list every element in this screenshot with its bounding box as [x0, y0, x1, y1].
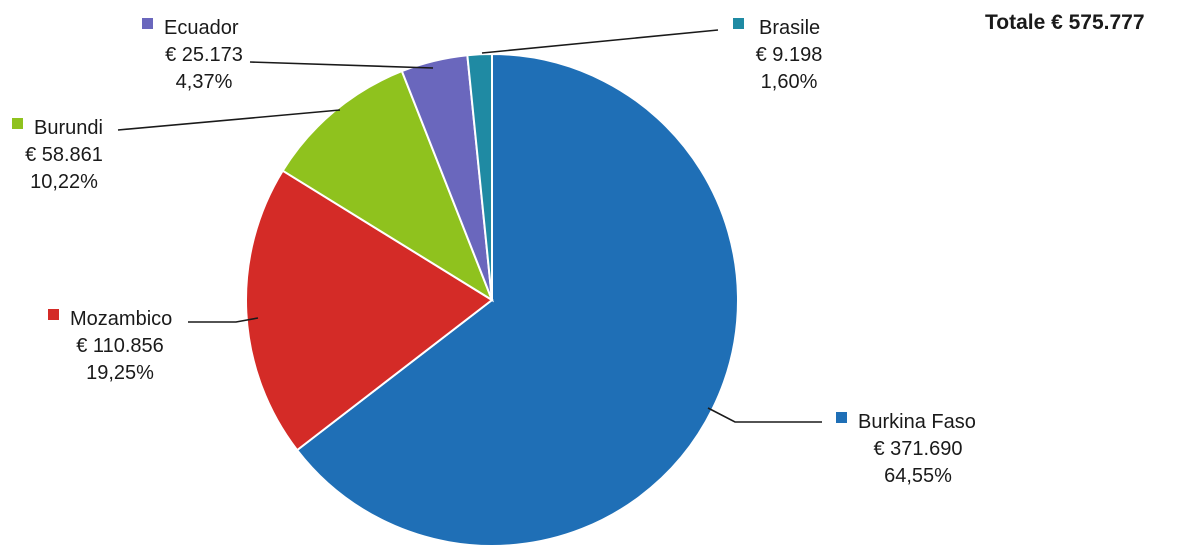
- slice-label-percent: 4,37%: [176, 71, 233, 93]
- leader-line: [481, 29, 719, 54]
- slice-label-percent: 64,55%: [884, 465, 952, 487]
- slice-label-name: Burundi: [34, 117, 103, 139]
- leader-line: [188, 317, 259, 323]
- leader-line: [117, 109, 341, 131]
- slice-label-value: € 25.173: [165, 44, 243, 66]
- slice-label-name: Mozambico: [70, 308, 172, 330]
- leader-line: [707, 407, 822, 423]
- slice-label-percent: 19,25%: [86, 362, 154, 384]
- legend-swatch: [836, 412, 847, 423]
- legend-swatch: [733, 18, 744, 29]
- slice-label-value: € 371.690: [874, 438, 963, 460]
- legend-swatch: [48, 309, 59, 320]
- pie-slice-burkina-faso: [295, 52, 739, 546]
- slice-label-value: € 9.198: [756, 44, 823, 66]
- slice-label-value: € 58.861: [25, 144, 103, 166]
- slice-label-name: Burkina Faso: [858, 411, 976, 433]
- legend-swatch: [142, 18, 153, 29]
- leader-lines: [117, 29, 822, 423]
- pie-slice-mozambico: [245, 169, 494, 452]
- pie-slice-brasile: [466, 52, 493, 301]
- slice-labels: Burkina Faso € 371.690 64,55% Mozambico € 11…: [12, 17, 976, 487]
- leader-line: [249, 61, 434, 69]
- slice-label-name: Ecuador: [164, 17, 239, 39]
- chart-total: Totale € 575.777: [985, 11, 1145, 34]
- slice-label-percent: 10,22%: [30, 171, 98, 193]
- legend-swatch: [12, 118, 23, 129]
- slice-label-value: € 110.856: [76, 335, 164, 357]
- pie-slices: [245, 52, 739, 546]
- slice-label-name: Brasile: [759, 17, 820, 39]
- slice-label-percent: 1,60%: [761, 71, 818, 93]
